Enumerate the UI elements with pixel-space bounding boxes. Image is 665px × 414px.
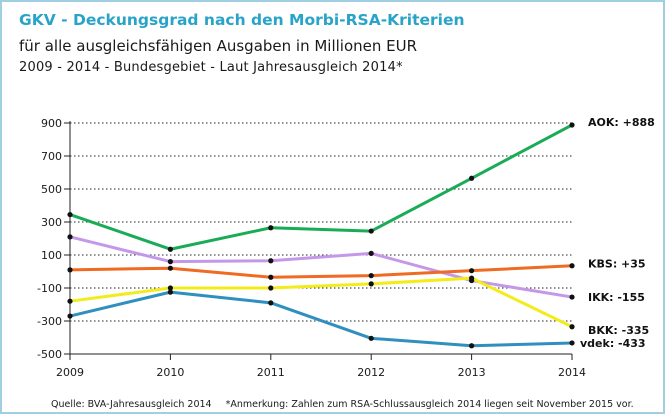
chart-subtitle-period: 2009 - 2014 - Bundesgebiet - Laut Jahres…	[19, 60, 403, 75]
x-tick-label: 2010	[156, 366, 184, 379]
data-point-bkk	[167, 285, 173, 291]
y-tick-label: 900	[41, 117, 62, 130]
end-label-kbs: KBS: +35	[588, 258, 646, 271]
data-point-kbs	[167, 265, 173, 271]
data-point-kbs	[368, 273, 374, 279]
data-point-aok	[167, 246, 173, 252]
source-note: Quelle: BVA-Jahresausgleich 2014	[51, 399, 212, 410]
x-tick-label: 2011	[257, 366, 285, 379]
axis-layer: 900 700 500 300 100 -100 -300 -500 2009 2010 2011 2…	[37, 117, 586, 379]
data-point-ikk	[167, 259, 173, 265]
label-layer: AOK: +888 IKK: -155 KBS: +35 BKK: -335vdek:…	[580, 116, 655, 350]
x-tick-label: 2012	[357, 366, 385, 379]
y-tick-label: -100	[37, 282, 62, 295]
series-line-vdek	[68, 290, 574, 348]
data-point-ikk	[569, 294, 575, 300]
data-point-vdek	[469, 343, 475, 349]
end-label-bkk: BKK: -335	[588, 324, 649, 337]
series-line-aok	[68, 123, 574, 251]
annotation-note: *Anmerkung: Zahlen zum RSA-Schlussausgle…	[225, 399, 634, 410]
data-point-vdek	[167, 289, 173, 295]
data-point-aok	[368, 228, 374, 234]
end-label-ikk: IKK: -155	[588, 291, 645, 304]
data-point-aok	[569, 122, 575, 128]
chart-footer: Quelle: BVA-Jahresausgleich 2014 *Anmerku…	[51, 399, 634, 410]
data-point-aok	[67, 211, 73, 218]
x-tick-label: 2014	[558, 366, 586, 379]
y-tick-label: -300	[37, 315, 62, 328]
y-tick-label: 300	[41, 216, 62, 229]
data-point-aok	[469, 175, 475, 181]
end-label-vdek: vdek: -433	[580, 337, 646, 350]
y-tick-label: -500	[37, 348, 62, 361]
data-point-vdek	[368, 335, 374, 341]
data-point-vdek	[67, 313, 73, 319]
data-point-aok	[268, 225, 274, 231]
series-line-kbs	[68, 264, 574, 279]
data-point-bkk	[268, 285, 274, 291]
data-point-vdek	[268, 300, 274, 306]
data-point-bkk	[469, 275, 475, 281]
data-point-ikk	[368, 250, 374, 256]
data-point-kbs	[469, 268, 475, 274]
data-point-bkk	[67, 298, 73, 304]
data-point-ikk	[268, 258, 274, 264]
chart-title: GKV - Deckungsgrad nach den Morbi-RSA-Kr…	[19, 11, 465, 29]
data-point-kbs	[67, 267, 73, 273]
chart-subtitle: für alle ausgleichsfähigen Ausgaben in M…	[19, 37, 418, 55]
end-label-aok: AOK: +888	[588, 116, 655, 129]
data-point-kbs	[268, 274, 274, 280]
series-layer	[67, 122, 575, 349]
data-point-vdek	[569, 340, 575, 346]
data-point-kbs	[569, 263, 575, 269]
y-tick-label: 500	[41, 183, 62, 196]
data-point-bkk	[569, 324, 575, 330]
y-tick-label: 100	[41, 249, 62, 262]
series-line-bkk	[68, 276, 574, 329]
data-point-ikk	[67, 234, 73, 240]
series-line-ikk	[68, 235, 574, 299]
y-tick-label: 700	[41, 150, 62, 163]
x-tick-label: 2009	[56, 366, 84, 379]
x-tick-label: 2013	[458, 366, 486, 379]
data-point-bkk	[368, 281, 374, 287]
